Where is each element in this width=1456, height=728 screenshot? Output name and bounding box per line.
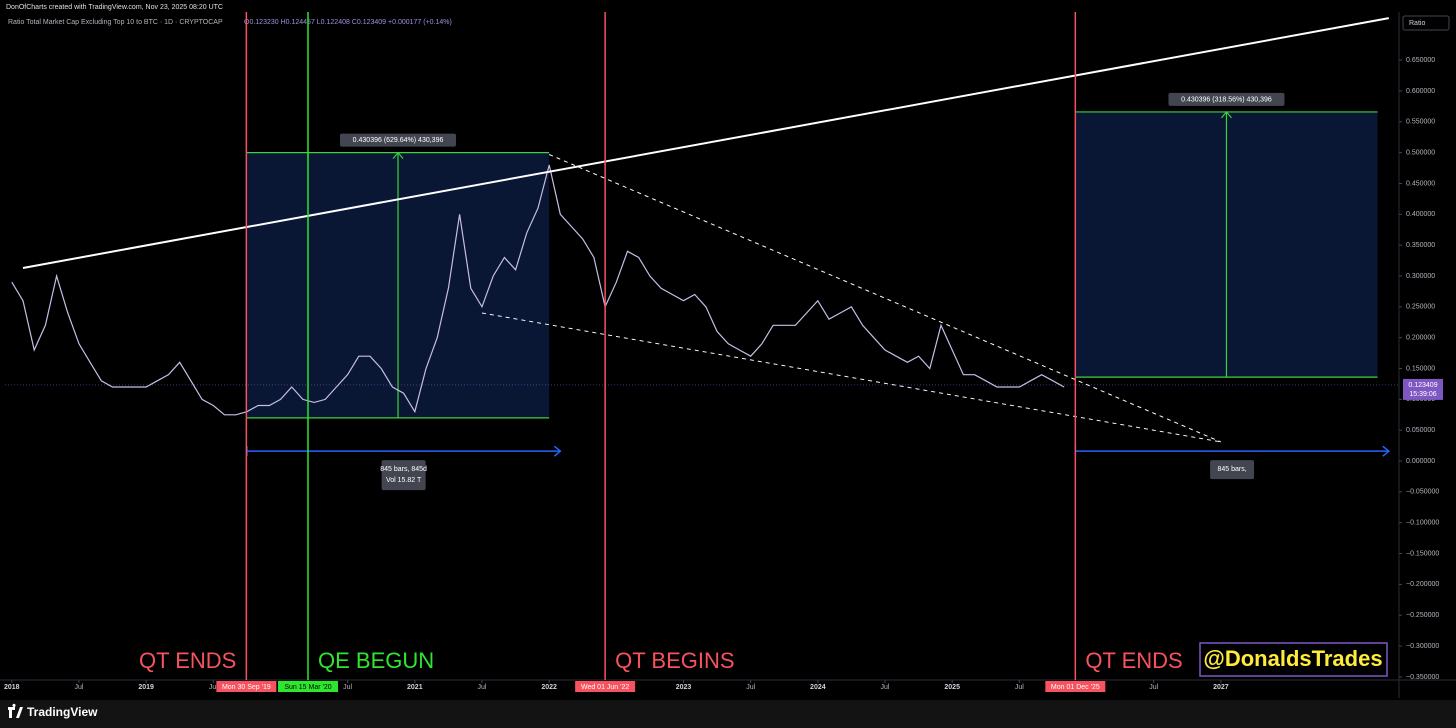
y-tick-label: 0.000000	[1406, 458, 1435, 465]
y-tick-label: 0.450000	[1406, 180, 1435, 187]
measure-label: 0.430396 (629.64%) 430,396	[353, 137, 444, 144]
watermark: @DonaldsTrades	[1203, 646, 1382, 671]
y-tick-label: 0.600000	[1406, 88, 1435, 95]
y-tick-label: 0.650000	[1406, 57, 1435, 64]
x-tick-label: 2021	[407, 684, 423, 691]
measure-label: 0.430396 (318.56%) 430,396	[1181, 96, 1272, 103]
x-tick-label: 2018	[4, 684, 20, 691]
x-tick-label: Jul	[746, 684, 755, 691]
range-label: 845 bars, 845d	[380, 466, 427, 473]
wedge-line	[548, 154, 1222, 443]
y-tick-label: 0.200000	[1406, 335, 1435, 342]
measure-arrowhead	[1221, 110, 1232, 119]
wedge-line	[481, 312, 1221, 443]
y-tick-label: 0.550000	[1406, 119, 1435, 126]
x-tick-label: Jul	[478, 684, 487, 691]
footer-bar	[0, 700, 1456, 728]
x-tick-label: Jul	[74, 684, 83, 691]
x-tick-label: Jul	[1149, 684, 1158, 691]
range-label-box	[1210, 460, 1255, 480]
x-tick-label: 2023	[676, 684, 692, 691]
trend-line	[22, 17, 1389, 269]
measure-label-box	[1168, 92, 1285, 106]
y-tick-label: −0.250000	[1406, 612, 1439, 619]
range-label-box	[381, 460, 426, 491]
countdown: 15:39:06	[1409, 391, 1436, 398]
footer-logo	[8, 703, 23, 718]
event-date: Mon 01 Dec '25	[1051, 684, 1100, 691]
event-date: Wed 01 Jun '22	[581, 684, 629, 691]
event-date-box	[278, 681, 339, 692]
event-date: Sun 15 Mar '20	[284, 684, 331, 691]
range-label: Vol 15.82 T	[386, 477, 422, 484]
x-tick-label: Jul	[343, 684, 352, 691]
x-tick-label: 2025	[944, 684, 960, 691]
x-tick-label: 2019	[138, 684, 154, 691]
last-price-label: 0.123409	[1408, 382, 1437, 389]
event-label: QT ENDS	[139, 648, 236, 673]
range-arrowhead	[553, 445, 562, 457]
event-label: QE BEGUN	[318, 648, 434, 673]
x-tick-label: 2027	[1213, 684, 1229, 691]
range-arrowhead	[1382, 445, 1390, 457]
measure: 0.430396 (318.56%) 430,396	[1075, 92, 1378, 378]
event-label: QT ENDS	[1085, 648, 1182, 673]
watermark-box	[1199, 642, 1388, 677]
ohlc: O0.123230 H0.124457 L0.122408 C0.123409 …	[244, 19, 452, 26]
credit: DonOfCharts created with TradingView.com…	[6, 4, 223, 11]
symbol: Ratio Total Market Cap Excluding Top 10 …	[8, 19, 223, 26]
brand: TradingView	[27, 705, 98, 719]
price-line	[11, 164, 1065, 416]
y-tick-label: 0.050000	[1406, 427, 1435, 434]
range-label: 845 bars,	[1217, 466, 1246, 473]
y-tick-label: −0.050000	[1406, 489, 1439, 496]
x-tick-label: 2022	[541, 684, 557, 691]
axis-label[interactable]: Ratio	[1409, 20, 1425, 27]
y-tick-label: −0.150000	[1406, 550, 1439, 557]
y-tick-label: −0.300000	[1406, 643, 1439, 650]
x-tick-label: Jul	[209, 684, 218, 691]
measure-arrowhead	[392, 151, 404, 160]
event-date-box	[216, 681, 277, 692]
y-tick-label: 0.150000	[1406, 365, 1435, 372]
x-tick-label: 2024	[810, 684, 826, 691]
last-price-tag	[1403, 378, 1443, 400]
y-tick-label: −0.100000	[1406, 520, 1439, 527]
x-tick-label: Jul	[1015, 684, 1024, 691]
y-tick-label: 0.350000	[1406, 242, 1435, 249]
x-tick-label: Jul	[881, 684, 890, 691]
axis-label-box[interactable]	[1402, 15, 1450, 31]
event-date-box	[1045, 681, 1106, 692]
y-tick-label: 0.250000	[1406, 304, 1435, 311]
event-date-box	[575, 681, 636, 692]
event-label: QT BEGINS	[615, 648, 734, 673]
y-tick-label: 0.300000	[1406, 273, 1435, 280]
y-tick-label: −0.200000	[1406, 581, 1439, 588]
measure: 0.430396 (629.64%) 430,396	[246, 133, 550, 419]
y-tick-label: 0.400000	[1406, 211, 1435, 218]
measure-label-box	[340, 133, 457, 147]
y-tick-label: −0.350000	[1406, 674, 1439, 681]
event-date: Mon 30 Sep '19	[222, 684, 271, 691]
y-tick-label: 0.500000	[1406, 149, 1435, 156]
logo-icon	[8, 703, 23, 718]
